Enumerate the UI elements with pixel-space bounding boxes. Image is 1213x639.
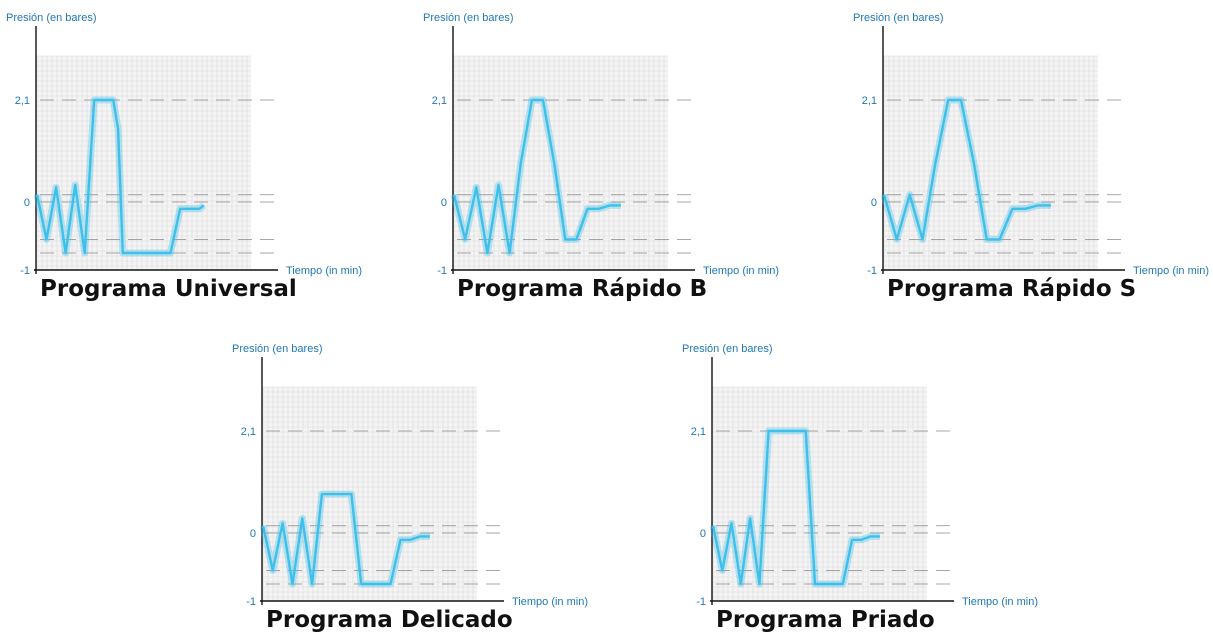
- chart-title: Programa Universal: [40, 276, 297, 302]
- y-tick-label: 0: [24, 197, 30, 209]
- y-tick-label: -1: [867, 265, 877, 277]
- y-axis-label: Presión (en bares): [423, 12, 514, 24]
- y-axis-label: Presión (en bares): [853, 12, 944, 24]
- x-axis-label: Tiempo (in min): [1133, 265, 1209, 277]
- y-tick-label: 0: [871, 197, 877, 209]
- chart-svg: 2,1 0 -1 Presión (en bares) Tiempo (in min)P…: [6, 12, 362, 302]
- grid-background: [263, 387, 477, 601]
- x-axis-label: Tiempo (in min): [286, 265, 362, 277]
- chart-svg: 2,1 0 -1 Presión (en bares) Tiempo (in min) P…: [682, 343, 1038, 633]
- x-axis-label: Tiempo (in min): [962, 596, 1038, 608]
- grid-background: [713, 387, 927, 601]
- x-axis-label: Tiempo (in min): [703, 265, 779, 277]
- series-line: [882, 98, 1051, 241]
- chart-title: Programa Rápido S: [887, 276, 1136, 302]
- chart-svg: 2,1 0 -1 Presión (en bares) Tiempo (in min)P…: [853, 12, 1209, 302]
- y-tick-label: 2,1: [862, 95, 877, 107]
- grid-background: [37, 56, 251, 270]
- chart-svg: 2,1 0 -1 Presión (en bares) Tiempo (in min)P…: [232, 343, 588, 633]
- y-tick-label: -1: [437, 265, 447, 277]
- y-tick-label: 0: [700, 528, 706, 540]
- y-axis-label: Presión (en bares): [232, 343, 323, 355]
- y-tick-label: -1: [246, 596, 256, 608]
- y-axis-label: Presión (en bares): [682, 343, 773, 355]
- chart-programa-rapido-b: 2,1 0 -1 Presión (en bares) Tiempo (in min) P…: [423, 8, 803, 308]
- series-line: [452, 98, 621, 255]
- chart-programa-delicado: 2,1 0 -1 Presión (en bares) Tiempo (in min) P…: [232, 339, 612, 639]
- y-tick-label: 2,1: [432, 95, 447, 107]
- y-tick-label: 2,1: [241, 426, 256, 438]
- chart-title: Programa Priado: [716, 607, 935, 633]
- chart-title: Programa Rápido B: [457, 276, 707, 302]
- y-tick-label: -1: [696, 596, 706, 608]
- chart-programa-rapido-s: 2,1 0 -1 Presión (en bares) Tiempo (in min) P…: [853, 8, 1213, 308]
- y-tick-label: -1: [20, 265, 30, 277]
- y-tick-label: 2,1: [691, 426, 706, 438]
- y-tick-label: 0: [441, 197, 447, 209]
- y-tick-label: 0: [250, 528, 256, 540]
- series-line: [35, 98, 205, 255]
- y-tick-label: 2,1: [15, 95, 30, 107]
- series-line: [261, 492, 430, 586]
- chart-svg: 2,1 0 -1 Presión (en bares) Tiempo (in min)P…: [423, 12, 779, 302]
- grid-background: [884, 56, 1098, 270]
- chart-title: Programa Delicado: [266, 607, 513, 633]
- series-line: [711, 429, 880, 586]
- chart-programa-priado: 2,1 0 -1 Presión (en bares) Tiempo (in min) P…: [682, 339, 1062, 639]
- y-axis-label: Presión (en bares): [6, 12, 97, 24]
- chart-programa-universal: 2,1 0 -1 Presión (en bares) Tiempo (in min) P…: [6, 8, 386, 308]
- x-axis-label: Tiempo (in min): [512, 596, 588, 608]
